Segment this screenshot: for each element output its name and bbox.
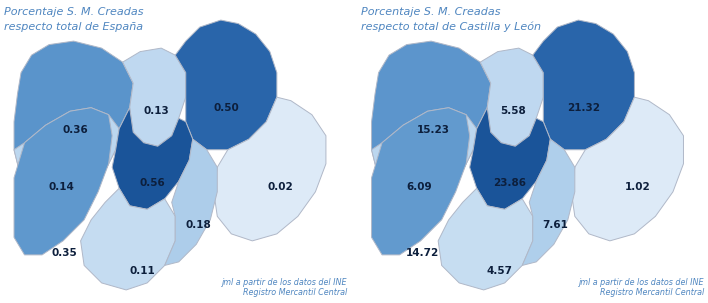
Text: Porcentaje S. M. Creadas: Porcentaje S. M. Creadas — [361, 7, 501, 17]
Text: Porcentaje S. M. Creadas: Porcentaje S. M. Creadas — [4, 7, 143, 17]
Text: 0.11: 0.11 — [129, 266, 155, 276]
Polygon shape — [176, 20, 277, 150]
Polygon shape — [523, 139, 575, 265]
Polygon shape — [14, 108, 119, 199]
Polygon shape — [214, 97, 326, 241]
Polygon shape — [112, 108, 193, 209]
Text: jml a partir de los datos del INE
Registro Mercantil Central: jml a partir de los datos del INE Regist… — [579, 278, 704, 298]
Text: 1.02: 1.02 — [625, 181, 651, 191]
Polygon shape — [372, 108, 469, 255]
Text: 0.14: 0.14 — [48, 181, 74, 191]
Polygon shape — [532, 20, 634, 150]
Text: 4.57: 4.57 — [486, 266, 513, 276]
Polygon shape — [14, 108, 112, 255]
Text: jml a partir de los datos del INE
Registro Mercantil Central: jml a partir de los datos del INE Regist… — [222, 278, 347, 298]
Polygon shape — [469, 108, 550, 209]
Polygon shape — [81, 188, 176, 290]
Text: 0.13: 0.13 — [143, 106, 169, 116]
Polygon shape — [372, 108, 476, 199]
Polygon shape — [372, 41, 491, 199]
Text: respecto total de España: respecto total de España — [4, 22, 142, 32]
Polygon shape — [438, 188, 532, 290]
Text: 7.61: 7.61 — [542, 220, 569, 230]
Text: 0.02: 0.02 — [268, 181, 293, 191]
Polygon shape — [14, 41, 133, 199]
Polygon shape — [571, 97, 683, 241]
Polygon shape — [480, 48, 543, 146]
Text: 5.58: 5.58 — [501, 106, 526, 116]
Text: 14.72: 14.72 — [406, 248, 439, 258]
Text: 6.09: 6.09 — [406, 181, 432, 191]
Text: 0.50: 0.50 — [213, 103, 239, 113]
Polygon shape — [122, 48, 185, 146]
Text: 0.35: 0.35 — [52, 248, 78, 258]
Text: 0.18: 0.18 — [185, 220, 211, 230]
Text: 0.36: 0.36 — [62, 125, 88, 135]
Text: 23.86: 23.86 — [493, 178, 527, 188]
Text: 15.23: 15.23 — [416, 125, 450, 135]
Polygon shape — [165, 139, 217, 265]
Text: respecto total de Castilla y León: respecto total de Castilla y León — [361, 22, 541, 32]
Text: 0.56: 0.56 — [139, 178, 166, 188]
Text: 21.32: 21.32 — [567, 103, 600, 113]
